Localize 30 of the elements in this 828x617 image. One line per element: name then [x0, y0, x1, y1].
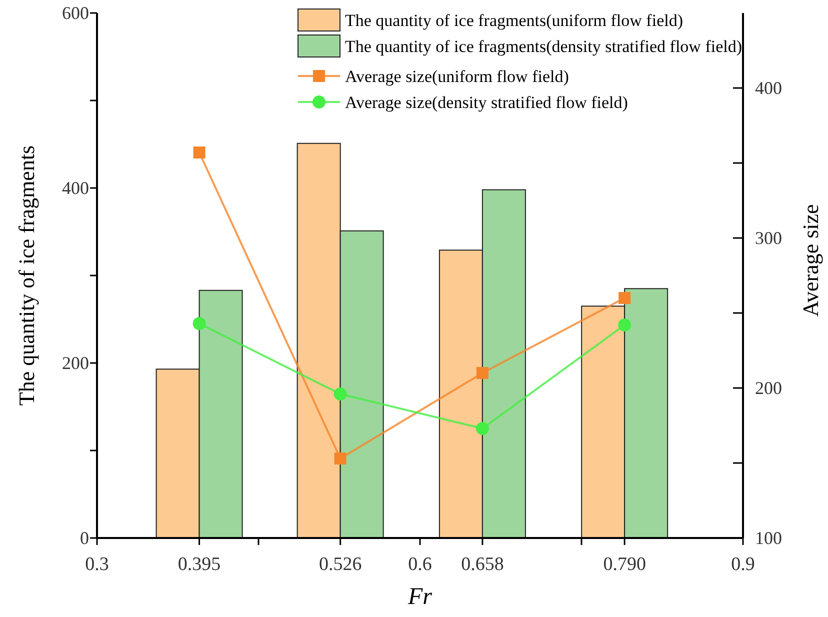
y-tick-label: 400: [62, 178, 89, 198]
x-tick-label: 0.6: [408, 554, 432, 575]
legend-label: The quantity of ice fragments(density stratified flow field): [345, 37, 742, 56]
y-axis-title: The quantity of ice fragments: [14, 145, 39, 406]
y2-axis-title: Average size: [798, 204, 823, 317]
point: [334, 388, 347, 400]
legend-label: The quantity of ice fragments(uniform flow field): [345, 11, 683, 30]
x-tick-label: 0.526: [318, 554, 362, 575]
x-tick-label: 0.658: [461, 554, 504, 575]
x-axis-title: Fr: [407, 584, 433, 610]
point: [334, 452, 346, 464]
point: [618, 292, 631, 304]
x-tick-label: 0.9: [731, 554, 755, 575]
y2-tick-label: 400: [755, 78, 782, 98]
point: [192, 317, 206, 330]
y-tick-label: 600: [62, 3, 89, 23]
legend-label: Average size(uniform flow field): [345, 67, 569, 86]
point: [193, 146, 206, 158]
x-tick-label: 0.790: [603, 554, 646, 575]
y2-tick-label: 200: [755, 378, 782, 398]
point: [476, 422, 489, 435]
y2-tick-label: 300: [755, 228, 782, 248]
x-tick-label: 0.395: [178, 554, 221, 575]
y2-tick-label: 100: [755, 528, 782, 548]
y-tick-label: 200: [62, 353, 89, 373]
point: [618, 318, 632, 332]
legend-label: Average size(density stratified flow field): [345, 93, 628, 112]
y-tick-label: 0: [80, 528, 89, 548]
point: [476, 367, 488, 379]
x-tick-label: 0.3: [85, 554, 109, 575]
